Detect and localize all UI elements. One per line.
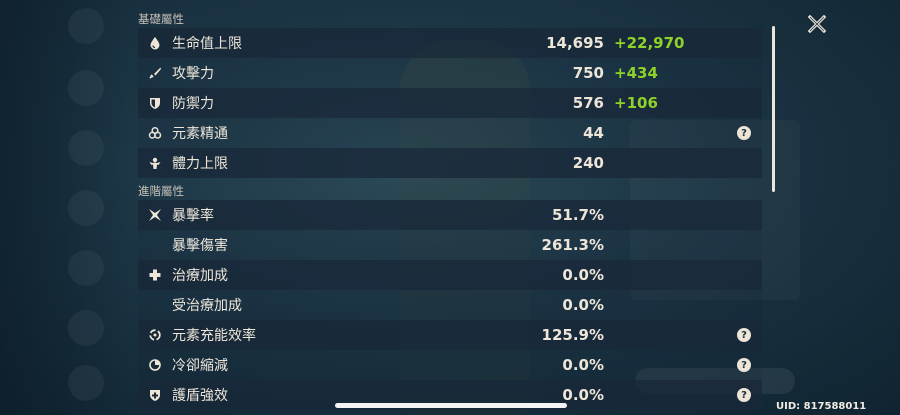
stat-value: 0.0% <box>562 266 604 284</box>
background-nav-icon <box>68 250 104 286</box>
stat-base-value: 576 <box>572 94 604 112</box>
stat-bonus-value: +22,970 <box>614 34 685 52</box>
stat-label: 攻擊力 <box>172 66 214 82</box>
stat-bonus-value: +106 <box>614 94 658 112</box>
stat-value: 261.3% <box>541 236 604 254</box>
stat-label: 元素精通 <box>172 126 228 142</box>
help-icon[interactable]: ? <box>737 388 751 402</box>
stat-label: 護盾強效 <box>172 388 228 404</box>
stat-label: 暴擊傷害 <box>172 238 228 254</box>
stat-value: 0.0% <box>562 386 604 404</box>
background-nav-icon <box>68 310 104 346</box>
stat-row-crit-dmg: 暴擊傷害 261.3% <box>138 230 762 260</box>
stat-row-crit-rate: 暴擊率 51.7% <box>138 200 762 230</box>
cd-reduction-icon <box>138 350 172 380</box>
stat-value: 0.0% <box>562 296 604 314</box>
help-icon[interactable]: ? <box>737 358 751 372</box>
crit-rate-icon <box>138 200 172 230</box>
stat-row-def: 防禦力 576 +106 <box>138 88 762 118</box>
stat-row-energy-recharge: 元素充能效率 125.9% ? <box>138 320 762 350</box>
close-button[interactable] <box>803 10 831 38</box>
stat-row-healing-bonus: 治療加成 0.0% <box>138 260 762 290</box>
stat-row-elemental-mastery: 元素精通 44 ? <box>138 118 762 148</box>
crit-dmg-icon-placeholder <box>138 230 172 260</box>
stat-base-value: 750 <box>572 64 604 82</box>
sword-icon <box>138 58 172 88</box>
incoming-healing-icon-placeholder <box>138 290 172 320</box>
stat-label: 生命值上限 <box>172 36 242 52</box>
background-nav-icon <box>68 130 104 166</box>
energy-recharge-icon <box>138 320 172 350</box>
uid-label: UID: 817588011 <box>776 401 867 412</box>
hp-drop-icon <box>138 28 172 58</box>
stat-label: 元素充能效率 <box>172 328 256 344</box>
shield-strength-icon <box>138 380 172 410</box>
stat-base-value: 44 <box>583 124 604 142</box>
elemental-mastery-icon <box>138 118 172 148</box>
shield-icon <box>138 88 172 118</box>
stat-bonus-value: +434 <box>614 64 658 82</box>
stat-label: 治療加成 <box>172 268 228 284</box>
stat-value: 0.0% <box>562 356 604 374</box>
stat-row-cd-reduction: 冷卻縮減 0.0% ? <box>138 350 762 380</box>
background-nav-icon <box>68 8 104 44</box>
advanced-attributes-title: 進階屬性 <box>138 184 184 198</box>
help-icon[interactable]: ? <box>737 328 751 342</box>
home-indicator[interactable] <box>335 403 567 408</box>
background-sidebar <box>0 0 130 415</box>
background-nav-icon <box>68 190 104 226</box>
close-icon <box>807 14 827 34</box>
stat-row-incoming-healing: 受治療加成 0.0% <box>138 290 762 320</box>
healing-plus-icon <box>138 260 172 290</box>
background-nav-icon <box>68 365 104 401</box>
scrollbar[interactable] <box>772 26 775 192</box>
stat-base-value: 14,695 <box>546 34 604 52</box>
help-icon[interactable]: ? <box>737 126 751 140</box>
stat-label: 受治療加成 <box>172 298 242 314</box>
stat-base-value: 240 <box>572 154 604 172</box>
stat-label: 防禦力 <box>172 96 214 112</box>
stamina-icon <box>138 148 172 178</box>
stat-label: 體力上限 <box>172 156 228 172</box>
stat-value: 125.9% <box>541 326 604 344</box>
stat-label: 暴擊率 <box>172 208 214 224</box>
stat-row-atk: 攻擊力 750 +434 <box>138 58 762 88</box>
base-attributes-title: 基礎屬性 <box>138 12 184 26</box>
background-nav-icon <box>68 70 104 106</box>
stat-label: 冷卻縮減 <box>172 358 228 374</box>
stat-row-hp: 生命值上限 14,695 +22,970 <box>138 28 762 58</box>
stat-row-stamina: 體力上限 240 <box>138 148 762 178</box>
stat-value: 51.7% <box>551 206 604 224</box>
